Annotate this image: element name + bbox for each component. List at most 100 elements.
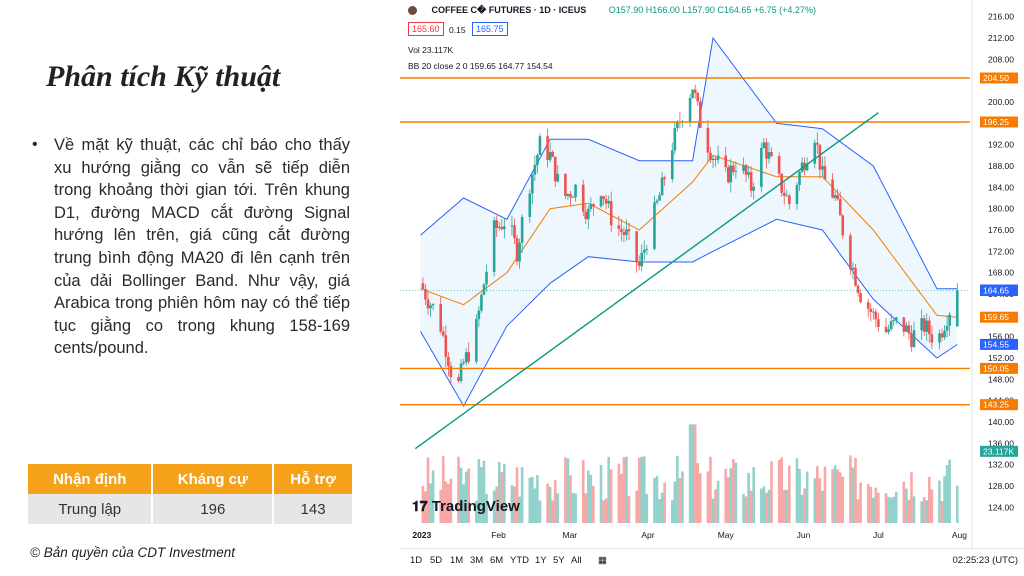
- candle-body: [698, 101, 702, 128]
- volume-bar: [709, 456, 712, 523]
- volume-bar: [854, 457, 857, 523]
- candle-body: [838, 199, 842, 216]
- volume-bar: [729, 468, 733, 523]
- candle-body: [884, 326, 888, 333]
- chart-canvas[interactable]: 124.00128.00132.00136.00140.00144.00148.…: [400, 0, 1024, 548]
- tf-5y[interactable]: 5Y: [553, 555, 565, 566]
- volume-bar: [910, 472, 913, 523]
- candle-body: [599, 196, 603, 207]
- volume-bar: [706, 471, 710, 523]
- candle-body: [492, 220, 496, 272]
- candle-body: [464, 352, 468, 363]
- tradingview-logo[interactable]: 𝟏𝟕 TradingView: [412, 498, 520, 515]
- bid-box[interactable]: 165.60: [408, 22, 444, 36]
- volume-bar: [429, 483, 432, 523]
- y-tick-label: 216.00: [988, 12, 1014, 22]
- candle-body: [747, 172, 750, 175]
- volume-bar: [945, 465, 949, 523]
- volume-bar: [536, 474, 539, 523]
- candle-body: [520, 216, 524, 243]
- candle-body: [528, 193, 532, 217]
- candle-body: [922, 318, 926, 332]
- volume-bar: [640, 456, 644, 523]
- candle-body: [500, 226, 504, 230]
- candle-body: [760, 148, 763, 187]
- y-tick-label: 140.00: [988, 417, 1014, 427]
- candle-body: [569, 193, 572, 198]
- candle-body: [836, 195, 839, 200]
- candle-body: [426, 299, 430, 309]
- volume-bar: [922, 497, 926, 523]
- volume-bar: [693, 424, 697, 523]
- tf-all[interactable]: All: [571, 555, 582, 566]
- candle-body: [587, 208, 590, 220]
- volume-bar: [943, 476, 946, 523]
- y-tick-label: 208.00: [988, 54, 1014, 64]
- volume-bar: [925, 500, 929, 523]
- tf-5d[interactable]: 5D: [430, 555, 443, 566]
- volume-bar: [785, 489, 789, 523]
- volume-bar: [892, 496, 895, 523]
- summary-table: Nhận định Kháng cự Hỗ trợ Trung lập 196 …: [28, 464, 354, 524]
- volume-bar: [823, 466, 827, 523]
- candle-body: [536, 154, 539, 165]
- candle-body: [938, 333, 941, 343]
- candle-body: [617, 225, 621, 229]
- volume-bar: [714, 489, 717, 523]
- candle-body: [459, 363, 463, 382]
- volume-bar: [800, 494, 804, 523]
- utc-clock[interactable]: 02:25:23 (UTC): [952, 555, 1018, 566]
- volume-bar: [518, 496, 521, 523]
- price-tag: [980, 338, 1018, 350]
- tf-3m[interactable]: 3M: [470, 555, 484, 566]
- tradingview-chart[interactable]: 124.00128.00132.00136.00140.00144.00148.…: [400, 0, 1024, 576]
- symbol-label[interactable]: COFFEE C� FUTURES · 1D · ICEUS: [431, 5, 587, 15]
- volume-bar: [838, 472, 842, 523]
- date-range-icon[interactable]: ▦: [598, 555, 607, 566]
- candle-body: [620, 228, 623, 232]
- candle-body: [849, 235, 852, 270]
- candle-body: [902, 317, 906, 332]
- volume-bar: [477, 459, 481, 523]
- tf-ytd[interactable]: YTD: [510, 555, 529, 566]
- volume-bar: [620, 473, 623, 523]
- volume-legend[interactable]: Vol 23.117K: [408, 45, 454, 55]
- candle-body: [495, 220, 498, 228]
- candle-body: [744, 165, 748, 175]
- price-tag: [980, 399, 1018, 411]
- volume-bar: [795, 458, 799, 523]
- candle-body: [874, 311, 878, 320]
- volume-bar: [424, 491, 427, 523]
- x-tick-label: Mar: [562, 530, 577, 540]
- price-tag-label: 159.65: [983, 312, 1009, 322]
- candle-body: [724, 155, 728, 168]
- tf-1m[interactable]: 1M: [450, 555, 464, 566]
- volume-bar: [940, 500, 944, 523]
- chart-legend: COFFEE C� FUTURES · 1D · ICEUS O157.90 H…: [408, 5, 816, 16]
- volume-bar: [874, 487, 878, 523]
- candle-body: [447, 356, 450, 367]
- bollinger-legend[interactable]: BB 20 close 2 0 159.65 164.77 154.54: [408, 61, 553, 71]
- candle-body: [581, 184, 585, 212]
- candle-body: [805, 163, 809, 171]
- tf-1d[interactable]: 1D: [410, 555, 423, 566]
- volume-bar: [716, 480, 720, 523]
- volume-bar: [663, 482, 666, 523]
- candle-body: [551, 151, 554, 157]
- volume-bar: [520, 467, 524, 523]
- candle-body: [749, 172, 753, 191]
- volume-bar: [599, 465, 603, 523]
- tf-1y[interactable]: 1Y: [535, 555, 547, 566]
- volume-bar: [872, 497, 875, 523]
- candle-body: [688, 97, 692, 122]
- tf-6m[interactable]: 6M: [490, 555, 504, 566]
- candle-body: [816, 142, 819, 145]
- volume-bar: [821, 490, 824, 523]
- volume-bar: [948, 459, 951, 523]
- ask-box[interactable]: 165.75: [472, 22, 508, 36]
- price-tag: [980, 445, 1018, 457]
- volume-bar: [637, 457, 641, 523]
- volume-bar: [571, 492, 575, 523]
- candle-body: [729, 165, 733, 183]
- candle-body: [566, 193, 570, 196]
